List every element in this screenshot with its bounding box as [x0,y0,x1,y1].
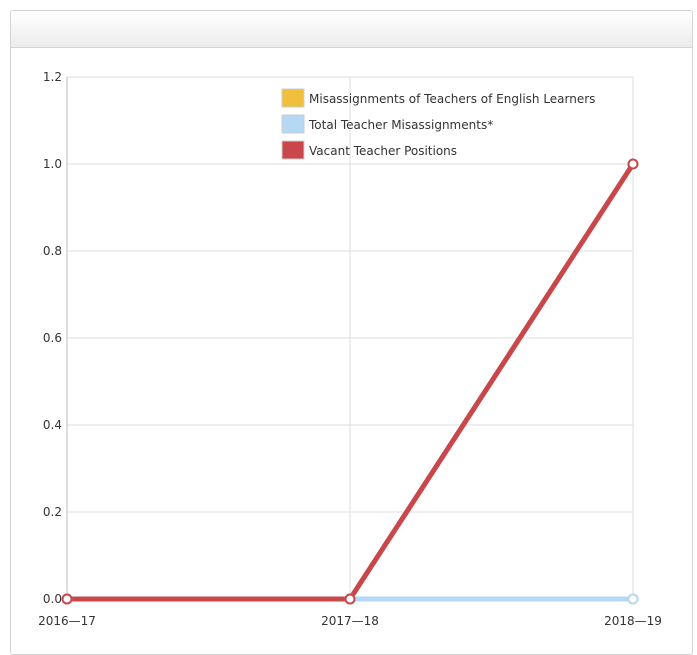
y-tick-label: 1.2 [43,70,62,84]
legend-swatch[interactable] [281,140,305,160]
x-tick-label: 2018—19 [604,614,662,628]
panel-header [11,11,692,48]
grid [67,76,634,599]
x-tick-label: 2016—17 [38,614,96,628]
legend-swatch[interactable] [281,88,305,108]
legend-swatch[interactable] [281,114,305,134]
series-point-1[interactable] [627,593,639,605]
y-tick-label: 1.0 [43,157,62,171]
y-tick-label: 0.6 [43,331,62,345]
y-tick-label: 0.4 [43,418,62,432]
y-tick-label: 0.0 [43,592,62,606]
series-point-2[interactable] [627,158,639,170]
x-tick-label: 2017—18 [321,614,379,628]
legend[interactable]: Misassignments of Teachers of English Le… [281,88,595,160]
legend-label[interactable]: Total Teacher Misassignments* [308,118,493,132]
series-point-2[interactable] [61,593,73,605]
y-tick-labels: 0.0 0.2 0.4 0.6 0.8 1.0 1.2 [43,70,62,606]
series-layer [61,158,639,605]
series-point-2[interactable] [344,593,356,605]
chart-panel [10,10,693,655]
y-tick-label: 0.8 [43,244,62,258]
legend-label[interactable]: Misassignments of Teachers of English Le… [309,92,595,106]
x-tick-labels: 2016—17 2017—18 2018—19 [38,614,662,628]
legend-label[interactable]: Vacant Teacher Positions [309,144,457,158]
y-tick-label: 0.2 [43,505,62,519]
